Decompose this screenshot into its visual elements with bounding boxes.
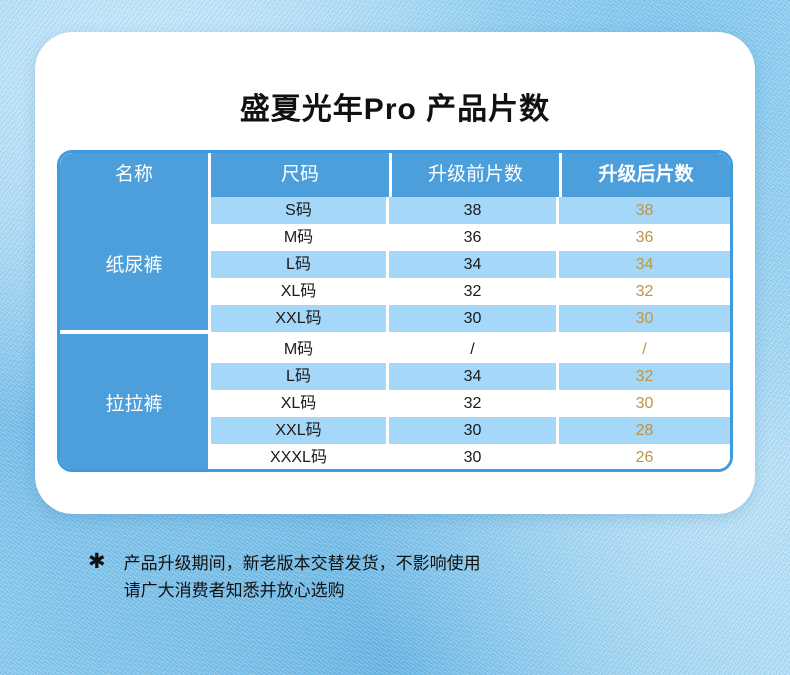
cell-separator — [556, 278, 559, 305]
header-cell-size: 尺码 — [211, 153, 389, 197]
content-card: 盛夏光年Pro 产品片数 名称 尺码 升级前片数 升级后片数 纸尿裤 拉拉裤 S… — [35, 32, 755, 514]
header-separator — [389, 153, 392, 197]
cell-separator — [386, 278, 389, 305]
cell-pre-upgrade: 38 — [389, 197, 556, 224]
group-divider — [211, 332, 730, 336]
table-row: XXL码 30 30 — [211, 305, 730, 332]
group-name-cell-1: 拉拉裤 — [60, 334, 208, 469]
cell-separator — [386, 197, 389, 224]
table-row: M码 / / — [211, 336, 730, 363]
cell-separator — [386, 305, 389, 332]
cell-post-upgrade: 30 — [559, 305, 730, 332]
table-row: L码 34 34 — [211, 251, 730, 278]
table-header-row: 名称 尺码 升级前片数 升级后片数 — [60, 153, 730, 197]
cell-pre-upgrade: / — [389, 336, 556, 363]
cell-post-upgrade: / — [559, 336, 730, 363]
cell-post-upgrade: 36 — [559, 224, 730, 251]
cell-pre-upgrade: 30 — [389, 444, 556, 469]
header-cell-name: 名称 — [60, 153, 208, 197]
footnote-line-2: 请广大消费者知悉并放心选购 — [123, 581, 345, 600]
cell-size: M码 — [211, 224, 386, 251]
cell-separator — [556, 224, 559, 251]
cell-post-upgrade: 32 — [559, 363, 730, 390]
cell-separator — [556, 444, 559, 469]
cell-size: S码 — [211, 197, 386, 224]
cell-size: XL码 — [211, 278, 386, 305]
header-cell-pre-upgrade: 升级前片数 — [392, 153, 559, 197]
cell-separator — [386, 251, 389, 278]
cell-pre-upgrade: 32 — [389, 390, 556, 417]
header-cell-post-upgrade: 升级后片数 — [562, 153, 730, 197]
table-row: S码 38 38 — [211, 197, 730, 224]
table-row: L码 34 32 — [211, 363, 730, 390]
page-title: 盛夏光年Pro 产品片数 — [239, 93, 551, 126]
cell-post-upgrade: 38 — [559, 197, 730, 224]
table-body: 纸尿裤 拉拉裤 S码 38 38 M码 36 36 — [60, 197, 730, 469]
cell-separator — [386, 417, 389, 444]
cell-post-upgrade: 28 — [559, 417, 730, 444]
table-data-columns: S码 38 38 M码 36 36 L码 34 — [211, 197, 730, 469]
cell-separator — [556, 417, 559, 444]
table-row: XL码 32 30 — [211, 390, 730, 417]
cell-pre-upgrade: 34 — [389, 363, 556, 390]
cell-separator — [386, 336, 389, 363]
cell-post-upgrade: 26 — [559, 444, 730, 469]
cell-size: L码 — [211, 251, 386, 278]
cell-separator — [386, 224, 389, 251]
cell-separator — [556, 336, 559, 363]
product-count-table: 名称 尺码 升级前片数 升级后片数 纸尿裤 拉拉裤 S码 38 38 — [57, 150, 733, 472]
cell-separator — [556, 390, 559, 417]
header-separator — [559, 153, 562, 197]
cell-pre-upgrade: 36 — [389, 224, 556, 251]
cell-pre-upgrade: 32 — [389, 278, 556, 305]
cell-post-upgrade: 34 — [559, 251, 730, 278]
cell-separator — [556, 197, 559, 224]
footnote-text: 产品升级期间，新老版本交替发货，不影响使用 请广大消费者知悉并放心选购 — [124, 550, 481, 604]
cell-pre-upgrade: 34 — [389, 251, 556, 278]
cell-separator — [386, 444, 389, 469]
cell-pre-upgrade: 30 — [389, 417, 556, 444]
cell-post-upgrade: 30 — [559, 390, 730, 417]
group-name-cell-0: 纸尿裤 — [60, 197, 208, 330]
cell-size: XXL码 — [211, 305, 386, 332]
table-row: XL码 32 32 — [211, 278, 730, 305]
table-row: M码 36 36 — [211, 224, 730, 251]
footnote-line-1: 产品升级期间，新老版本交替发货，不影响使用 — [123, 554, 481, 573]
cell-separator — [556, 251, 559, 278]
table-row: XXXL码 30 26 — [211, 444, 730, 469]
cell-size: XXXL码 — [211, 444, 386, 469]
table-row: XXL码 30 28 — [211, 417, 730, 444]
cell-separator — [386, 390, 389, 417]
cell-size: XL码 — [211, 390, 386, 417]
footnote: ✱ 产品升级期间，新老版本交替发货，不影响使用 请广大消费者知悉并放心选购 — [88, 550, 688, 604]
cell-separator — [556, 305, 559, 332]
cell-size: XXL码 — [211, 417, 386, 444]
cell-pre-upgrade: 30 — [389, 305, 556, 332]
cell-post-upgrade: 32 — [559, 278, 730, 305]
cell-separator — [386, 363, 389, 390]
header-separator — [208, 153, 211, 197]
cell-separator — [556, 363, 559, 390]
cell-size: L码 — [211, 363, 386, 390]
cell-size: M码 — [211, 336, 386, 363]
asterisk-icon: ✱ — [88, 550, 106, 573]
